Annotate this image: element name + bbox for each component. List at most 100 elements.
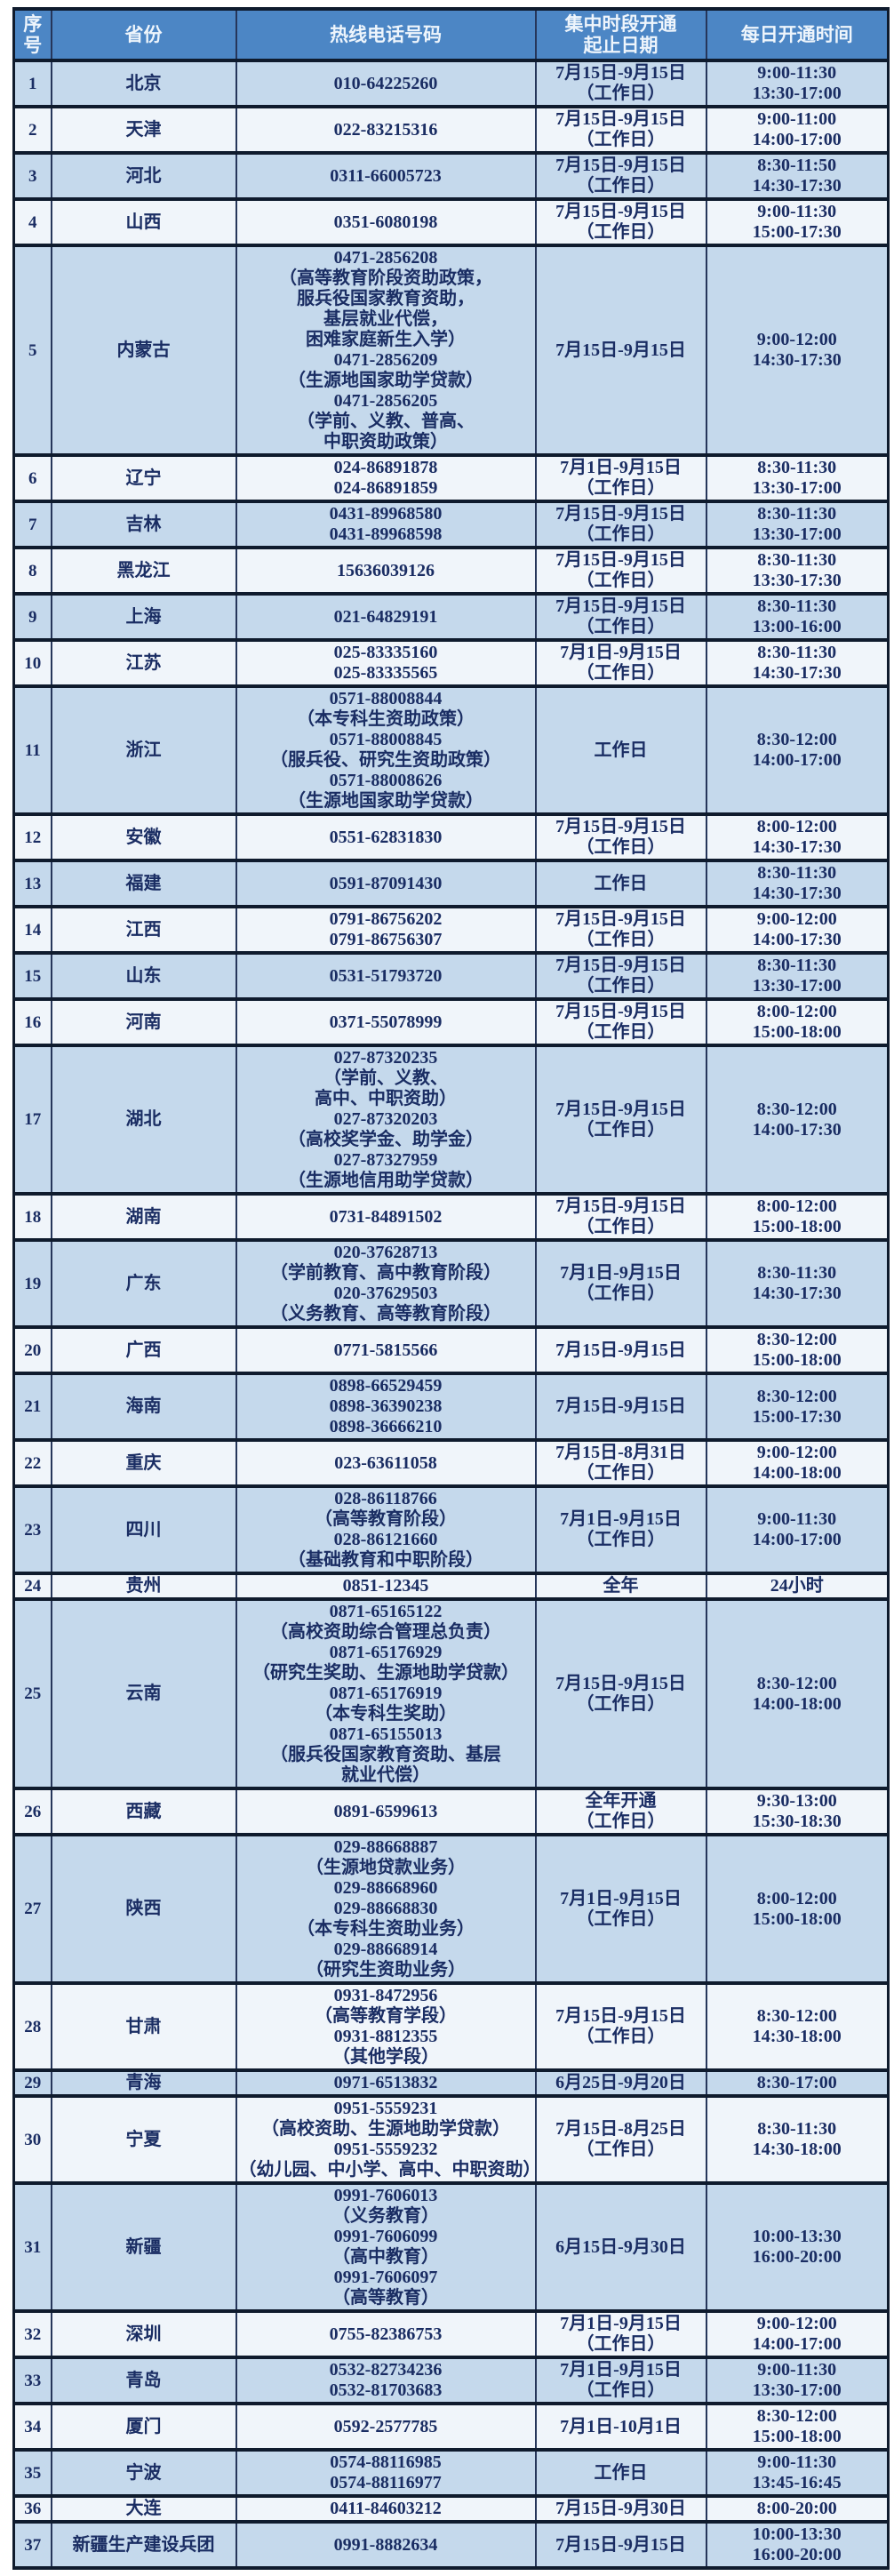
table-row: 24 贵州 0851-12345 全年 24小时 bbox=[12, 1572, 890, 1601]
time-cell: 8:30-11:30 14:30-18:00 bbox=[705, 2094, 890, 2185]
date-cell: 7月1日-9月15日 （工作日） bbox=[534, 638, 707, 688]
date-cell: 7月15日-9月15日 （工作日） bbox=[534, 905, 707, 955]
date-cell: 7月15日-9月15日 （工作日） bbox=[534, 951, 707, 1001]
province-cell: 天津 bbox=[50, 105, 237, 155]
table-row: 25 云南 0871-65165122 （高校资助综合管理总负责） 0871-65176… bbox=[12, 1597, 890, 1790]
province-cell: 黑龙江 bbox=[50, 546, 237, 596]
time-cell: 10:00-13:30 16:00-20:00 bbox=[705, 2181, 890, 2313]
time-cell: 8:00-12:00 15:00-18:00 bbox=[705, 997, 890, 1047]
province-cell: 青海 bbox=[50, 2068, 237, 2098]
province-cell: 云南 bbox=[50, 1597, 237, 1790]
row-number-cell: 27 bbox=[12, 1833, 52, 1985]
phone-cell: 0951-5559231 （高校资助、生源地助学贷款） 0951-5559232 （幼… bbox=[235, 2094, 537, 2185]
phone-cell: 022-83215316 bbox=[235, 105, 537, 155]
province-cell: 山东 bbox=[50, 951, 237, 1001]
date-cell: 7月15日-9月15日 （工作日） bbox=[534, 812, 707, 862]
province-cell: 西藏 bbox=[50, 1787, 237, 1836]
province-cell: 福建 bbox=[50, 859, 237, 908]
date-cell: 7月1日-9月15日 （工作日） bbox=[534, 453, 707, 503]
province-cell: 甘肃 bbox=[50, 1981, 237, 2072]
row-number-cell: 19 bbox=[12, 1238, 52, 1329]
phone-cell: 023-63611058 bbox=[235, 1438, 537, 1488]
row-number-cell: 11 bbox=[12, 684, 52, 816]
time-cell: 8:30-11:30 13:30-17:30 bbox=[705, 546, 890, 596]
row-number-cell: 32 bbox=[12, 2309, 52, 2359]
date-cell: 7月15日-9月15日 （工作日） bbox=[534, 997, 707, 1047]
row-number-cell: 4 bbox=[12, 197, 52, 247]
time-cell: 8:00-12:00 15:00-18:00 bbox=[705, 1192, 890, 1242]
time-cell: 9:00-12:00 14:00-18:00 bbox=[705, 1438, 890, 1488]
phone-cell: 0431-89968580 0431-89968598 bbox=[235, 500, 537, 549]
time-cell: 9:00-11:30 13:30-17:00 bbox=[705, 59, 890, 108]
province-cell: 广东 bbox=[50, 1238, 237, 1329]
date-cell: 7月15日-9月15日 bbox=[534, 1325, 707, 1375]
header-num: 序号 bbox=[12, 7, 52, 62]
table-row: 23 四川 028-86118766 （高等教育阶段） 028-86121660 （基础教… bbox=[12, 1484, 890, 1575]
phone-cell: 0971-6513832 bbox=[235, 2068, 537, 2098]
row-number-cell: 6 bbox=[12, 453, 52, 503]
province-cell: 江西 bbox=[50, 905, 237, 955]
phone-cell: 0351-6080198 bbox=[235, 197, 537, 247]
phone-cell: 0551-62831830 bbox=[235, 812, 537, 862]
row-number-cell: 18 bbox=[12, 1192, 52, 1242]
phone-cell: 010-64225260 bbox=[235, 59, 537, 108]
table-row: 2 天津 022-83215316 7月15日-9月15日 （工作日） 9:00-11:0… bbox=[12, 105, 890, 155]
row-number-cell: 15 bbox=[12, 951, 52, 1001]
phone-cell: 025-83335160 025-83335565 bbox=[235, 638, 537, 688]
row-number-cell: 31 bbox=[12, 2181, 52, 2313]
header-phone: 热线电话号码 bbox=[235, 7, 537, 62]
time-cell: 24小时 bbox=[705, 1572, 890, 1601]
province-cell: 河北 bbox=[50, 151, 237, 201]
date-cell: 7月15日-9月15日 （工作日） bbox=[534, 1597, 707, 1790]
table-row: 15 山东 0531-51793720 7月15日-9月15日 （工作日） 8:30-11… bbox=[12, 951, 890, 1001]
date-cell: 7月1日-9月15日 （工作日） bbox=[534, 1833, 707, 1985]
province-cell: 河南 bbox=[50, 997, 237, 1047]
row-number-cell: 20 bbox=[12, 1325, 52, 1375]
time-cell: 8:30-11:50 14:30-17:30 bbox=[705, 151, 890, 201]
date-cell: 工作日 bbox=[534, 859, 707, 908]
table-body: 1 北京 010-64225260 7月15日-9月15日 （工作日） 9:00-11:3… bbox=[12, 59, 890, 2570]
time-cell: 9:00-11:30 13:30-17:00 bbox=[705, 2356, 890, 2405]
row-number-cell: 9 bbox=[12, 592, 52, 642]
phone-cell: 0574-88116985 0574-88116977 bbox=[235, 2448, 537, 2498]
date-cell: 7月15日-9月15日 （工作日） bbox=[534, 592, 707, 642]
row-number-cell: 2 bbox=[12, 105, 52, 155]
row-number-cell: 23 bbox=[12, 1484, 52, 1575]
province-cell: 青岛 bbox=[50, 2356, 237, 2405]
time-cell: 9:00-11:00 14:00-17:00 bbox=[705, 105, 890, 155]
time-cell: 10:00-13:30 16:00-20:00 bbox=[705, 2520, 890, 2570]
row-number-cell: 13 bbox=[12, 859, 52, 908]
date-cell: 6月25日-9月20日 bbox=[534, 2068, 707, 2098]
phone-cell: 021-64829191 bbox=[235, 592, 537, 642]
table-row: 8 黑龙江 15636039126 7月15日-9月15日 （工作日） 8:30-11:3… bbox=[12, 546, 890, 596]
table-row: 16 河南 0371-55078999 7月15日-9月15日 （工作日） 8:00-12… bbox=[12, 997, 890, 1047]
province-cell: 吉林 bbox=[50, 500, 237, 549]
row-number-cell: 16 bbox=[12, 997, 52, 1047]
province-cell: 新疆 bbox=[50, 2181, 237, 2313]
province-cell: 深圳 bbox=[50, 2309, 237, 2359]
date-cell: 全年开通 （工作日） bbox=[534, 1787, 707, 1836]
phone-cell: 029-88668887 （生源地贷款业务） 029-88668960 029-886… bbox=[235, 1833, 537, 1985]
table-row: 3 河北 0311-66005723 7月15日-9月15日 （工作日） 8:30-11:… bbox=[12, 151, 890, 201]
province-cell: 宁夏 bbox=[50, 2094, 237, 2185]
phone-cell: 0531-51793720 bbox=[235, 951, 537, 1001]
province-cell: 辽宁 bbox=[50, 453, 237, 503]
time-cell: 9:00-11:30 15:00-17:30 bbox=[705, 197, 890, 247]
row-number-cell: 25 bbox=[12, 1597, 52, 1790]
date-cell: 7月15日-8月31日 （工作日） bbox=[534, 1438, 707, 1488]
table-row: 20 广西 0771-5815566 7月15日-9月15日 8:30-12:00 15:… bbox=[12, 1325, 890, 1375]
time-cell: 9:30-13:00 15:30-18:30 bbox=[705, 1787, 890, 1836]
phone-cell: 0898-66529459 0898-36390238 0898-36666210 bbox=[235, 1372, 537, 1442]
row-number-cell: 7 bbox=[12, 500, 52, 549]
province-cell: 陕西 bbox=[50, 1833, 237, 1985]
header-row: 序号 省份 热线电话号码 集中时段开通 起止日期 每日开通时间 bbox=[12, 7, 890, 62]
row-number-cell: 22 bbox=[12, 1438, 52, 1488]
table-row: 35 宁波 0574-88116985 0574-88116977 工作日 9:00-11… bbox=[12, 2448, 890, 2498]
table-row: 13 福建 0591-87091430 工作日 8:30-11:30 14:30-17:3… bbox=[12, 859, 890, 908]
table-row: 18 湖南 0731-84891502 7月15日-9月15日 （工作日） 8:00-12… bbox=[12, 1192, 890, 1242]
table-row: 9 上海 021-64829191 7月15日-9月15日 （工作日） 8:30-11:3… bbox=[12, 592, 890, 642]
table-row: 36 大连 0411-84603212 7月15日-9月30日 8:00-20:00 bbox=[12, 2494, 890, 2524]
phone-cell: 0731-84891502 bbox=[235, 1192, 537, 1242]
time-cell: 9:00-12:00 14:30-17:30 bbox=[705, 244, 890, 457]
time-cell: 8:30-11:30 13:30-17:00 bbox=[705, 453, 890, 503]
